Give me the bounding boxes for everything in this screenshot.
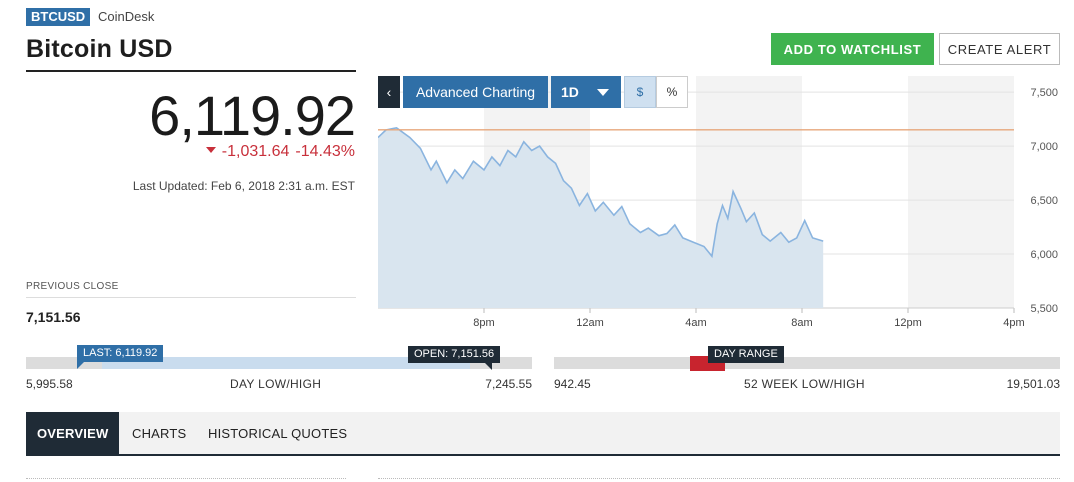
day-range-flag: DAY RANGE xyxy=(708,346,784,363)
time-range-value: 1D xyxy=(561,84,579,100)
x-tick-label: 8pm xyxy=(473,317,494,329)
percent-mode-button[interactable]: % xyxy=(656,76,688,108)
chart-collapse-button[interactable]: ‹ xyxy=(378,76,400,108)
y-tick-label: 7,000 xyxy=(1030,141,1058,153)
last-updated: Last Updated: Feb 6, 2018 2:31 a.m. EST xyxy=(132,179,355,193)
ticker-badge: BTCUSD xyxy=(26,8,91,26)
section-divider xyxy=(26,478,346,480)
x-tick-label: 12am xyxy=(576,317,604,329)
change-percent: -14.43% xyxy=(295,143,355,160)
advanced-charting-button[interactable]: Advanced Charting xyxy=(403,76,548,108)
x-tick-label: 8am xyxy=(791,317,812,329)
section-divider xyxy=(378,478,1060,480)
price-line xyxy=(378,126,824,259)
price-area xyxy=(378,127,824,308)
price-chart[interactable]: 7,500 7,000 6,500 6,000 5,500 8pm 12am 4am 8am 12… xyxy=(378,72,1060,330)
down-arrow-icon xyxy=(205,146,216,153)
page-title: Bitcoin USD xyxy=(26,35,173,63)
price-change: -1,031.64 -14.43% xyxy=(205,142,355,162)
add-to-watchlist-button[interactable]: ADD TO WATCHLIST xyxy=(771,33,934,65)
chart-band xyxy=(908,76,1014,308)
y-tick-label: 6,500 xyxy=(1030,195,1058,207)
x-tick-label: 12pm xyxy=(894,317,922,329)
x-tick-label: 4am xyxy=(685,317,706,329)
y-tick-label: 6,000 xyxy=(1030,249,1058,261)
flag-pointer xyxy=(77,362,84,369)
tab-bar: OVERVIEW CHARTS HISTORICAL QUOTES xyxy=(26,412,1060,456)
chevron-down-icon xyxy=(597,89,609,96)
week-low-value: 942.45 xyxy=(554,377,591,391)
tab-historical-quotes[interactable]: HISTORICAL QUOTES xyxy=(208,426,348,441)
y-tick-label: 7,500 xyxy=(1030,87,1058,99)
divider xyxy=(26,297,356,298)
tab-overview[interactable]: OVERVIEW xyxy=(26,412,120,454)
time-range-select[interactable]: 1D xyxy=(551,76,621,108)
open-price-flag: OPEN: 7,151.56 xyxy=(408,346,501,363)
day-low-value: 5,995.58 xyxy=(26,377,73,391)
change-value: -1,031.64 xyxy=(221,143,290,160)
data-source: CoinDesk xyxy=(98,9,155,24)
day-range-fill xyxy=(101,357,470,369)
day-range-label: DAY LOW/HIGH xyxy=(230,377,322,391)
last-price-flag: LAST: 6,119.92 xyxy=(77,345,164,362)
previous-close-label: PREVIOUS CLOSE xyxy=(26,281,119,292)
week-high-value: 19,501.03 xyxy=(1006,377,1060,391)
week-range-track xyxy=(554,357,1060,369)
week-range-label: 52 WEEK LOW/HIGH xyxy=(744,377,865,391)
y-tick-label: 5,500 xyxy=(1030,303,1058,315)
flag-pointer xyxy=(485,363,492,370)
create-alert-button[interactable]: CREATE ALERT xyxy=(939,33,1060,65)
title-divider xyxy=(26,70,356,72)
dollar-mode-button[interactable]: $ xyxy=(624,76,656,108)
current-price: 6,119.92 xyxy=(149,84,356,147)
x-tick-label: 4pm xyxy=(1003,317,1024,329)
day-high-value: 7,245.55 xyxy=(485,377,532,391)
previous-close-value: 7,151.56 xyxy=(26,309,81,325)
tab-charts[interactable]: CHARTS xyxy=(132,426,187,441)
